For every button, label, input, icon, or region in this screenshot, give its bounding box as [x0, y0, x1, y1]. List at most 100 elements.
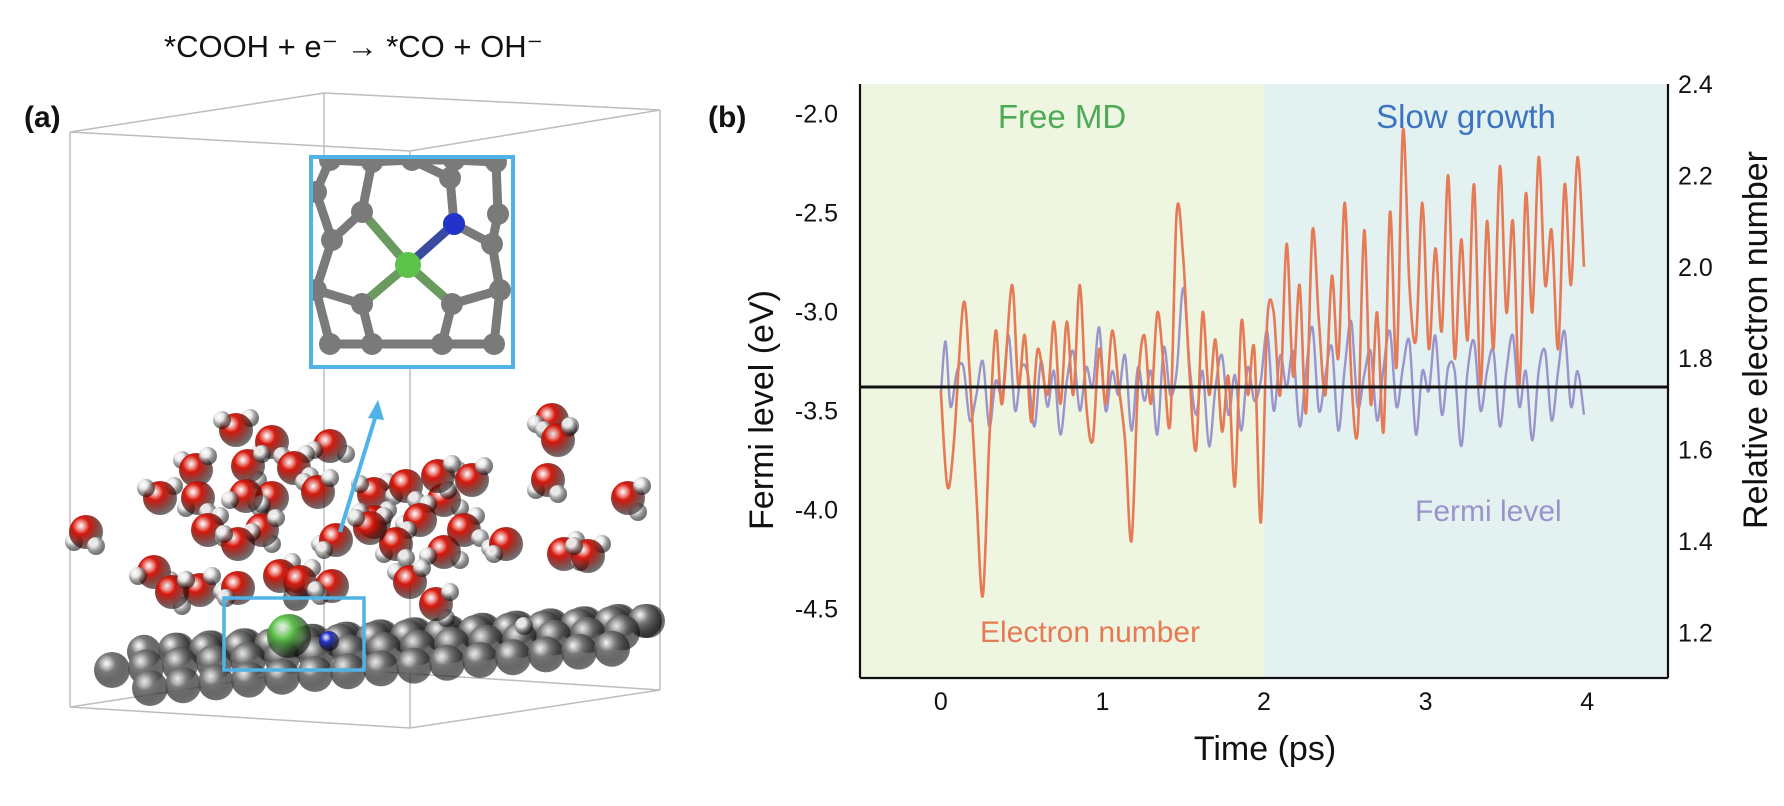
series-line-0: [939, 127, 1586, 598]
atom: [267, 509, 285, 527]
panel-b: (b) Free MD Slow growth 0 1 2 3 4 -2.0 -2.5 -3.0…: [708, 71, 1775, 768]
y2-tick-label: 1.8: [1678, 345, 1713, 373]
atom: [489, 279, 511, 301]
y2-tick-label: 1.4: [1678, 528, 1713, 556]
reaction-equation: *COOH + e⁻ → *CO + OH⁻: [164, 29, 543, 64]
atom: [397, 549, 415, 567]
atom: [565, 537, 583, 555]
atom: [395, 252, 421, 278]
atom: [441, 583, 459, 601]
y-tick-label: -3.0: [795, 299, 838, 327]
y-tick-label: -4.5: [795, 596, 838, 624]
zoom-arrow: [338, 414, 378, 533]
x-tick-label: 0: [934, 688, 948, 716]
panel-a-label: (a): [24, 101, 61, 134]
atom: [267, 614, 311, 658]
panel-b-label: (b): [708, 101, 746, 134]
chart: Free MD Slow growth 0 1 2 3 4 -2.0 -2.5 -3.0 -3.5…: [795, 71, 1713, 716]
region-1-label: Slow growth: [1376, 98, 1556, 135]
x-tick-label: 4: [1580, 688, 1594, 716]
panel-a: (a) *COOH + e⁻ → *CO + OH⁻: [24, 29, 665, 729]
chart-series-labels: Electron number Fermi level: [980, 495, 1562, 649]
atom: [361, 333, 383, 355]
x-tick-label: 1: [1095, 688, 1109, 716]
atom: [311, 181, 327, 203]
atom: [561, 633, 597, 670]
atom: [515, 617, 533, 635]
atom: [485, 545, 503, 563]
y2-tick-label: 1.6: [1678, 437, 1713, 465]
atom: [198, 664, 234, 701]
atom: [177, 571, 195, 589]
atom: [307, 581, 325, 599]
inset-frame: [309, 155, 515, 369]
ni-site-inset: [309, 155, 515, 369]
atom: [401, 157, 423, 171]
chart-series: [939, 127, 1586, 598]
atom: [495, 639, 531, 676]
atom: [431, 333, 453, 355]
atom: [351, 201, 373, 223]
y-tick-label: -2.0: [795, 101, 838, 129]
electron-number-label: Electron number: [980, 616, 1200, 649]
atom: [215, 525, 233, 543]
atom: [363, 650, 399, 687]
inset-lattice: [311, 157, 511, 355]
atom: [311, 279, 327, 301]
atom: [221, 491, 239, 509]
ni-site-highlight-box: [222, 596, 366, 672]
atom: [199, 447, 217, 465]
atom: [396, 647, 432, 684]
atom: [483, 333, 505, 355]
atom: [549, 485, 567, 503]
atom: [443, 455, 461, 473]
atom: [137, 479, 155, 497]
atom: [319, 157, 341, 171]
atom: [347, 509, 365, 527]
atom: [321, 229, 343, 251]
atom: [203, 567, 221, 585]
chart-axes: 0 1 2 3 4 -2.0 -2.5 -3.0 -3.5 -4.0 -4.5 2.4 2.2 2.0 1.…: [795, 71, 1713, 716]
atom: [528, 636, 564, 673]
y-tick-label: -2.5: [795, 200, 838, 228]
x-tick-label: 3: [1419, 688, 1433, 716]
atom: [351, 293, 373, 315]
x-axis-title: Time (ps): [1194, 730, 1336, 768]
atom: [561, 417, 579, 435]
atom: [439, 167, 461, 189]
atom: [213, 411, 231, 429]
atom: [315, 541, 333, 559]
atom: [321, 469, 339, 487]
atom: [94, 652, 130, 688]
atom: [297, 656, 333, 692]
atom: [361, 157, 383, 173]
atom-cluster: [65, 403, 665, 706]
atom: [429, 644, 465, 681]
atom: [413, 559, 431, 577]
atom: [132, 670, 168, 706]
series-line-1: [939, 286, 1586, 448]
y-tick-label: -4.0: [795, 497, 838, 525]
y2-axis-title: Relative electron number: [1737, 151, 1775, 529]
y2-tick-label: 2.2: [1678, 162, 1713, 190]
y-tick-label: -3.5: [795, 398, 838, 426]
y2-tick-label: 2.0: [1678, 254, 1713, 282]
region-0-label: Free MD: [998, 98, 1126, 135]
zoom-arrowhead: [368, 400, 384, 420]
atom: [487, 203, 509, 225]
atom: [319, 333, 341, 355]
atom: [443, 213, 465, 235]
y-axis-title: Fermi level (eV): [743, 290, 781, 530]
atom: [481, 233, 503, 255]
atom: [253, 445, 271, 463]
atom: [129, 567, 147, 585]
y2-tick-label: 2.4: [1678, 71, 1713, 99]
atom: [475, 457, 493, 475]
atom: [87, 537, 105, 555]
y2-tick-label: 1.2: [1678, 619, 1713, 647]
atom: [462, 642, 498, 678]
atom: [231, 661, 267, 698]
chart-region-labels: Free MD Slow growth: [998, 98, 1556, 135]
atom: [594, 630, 630, 667]
fermi-level-label: Fermi level: [1415, 495, 1562, 528]
